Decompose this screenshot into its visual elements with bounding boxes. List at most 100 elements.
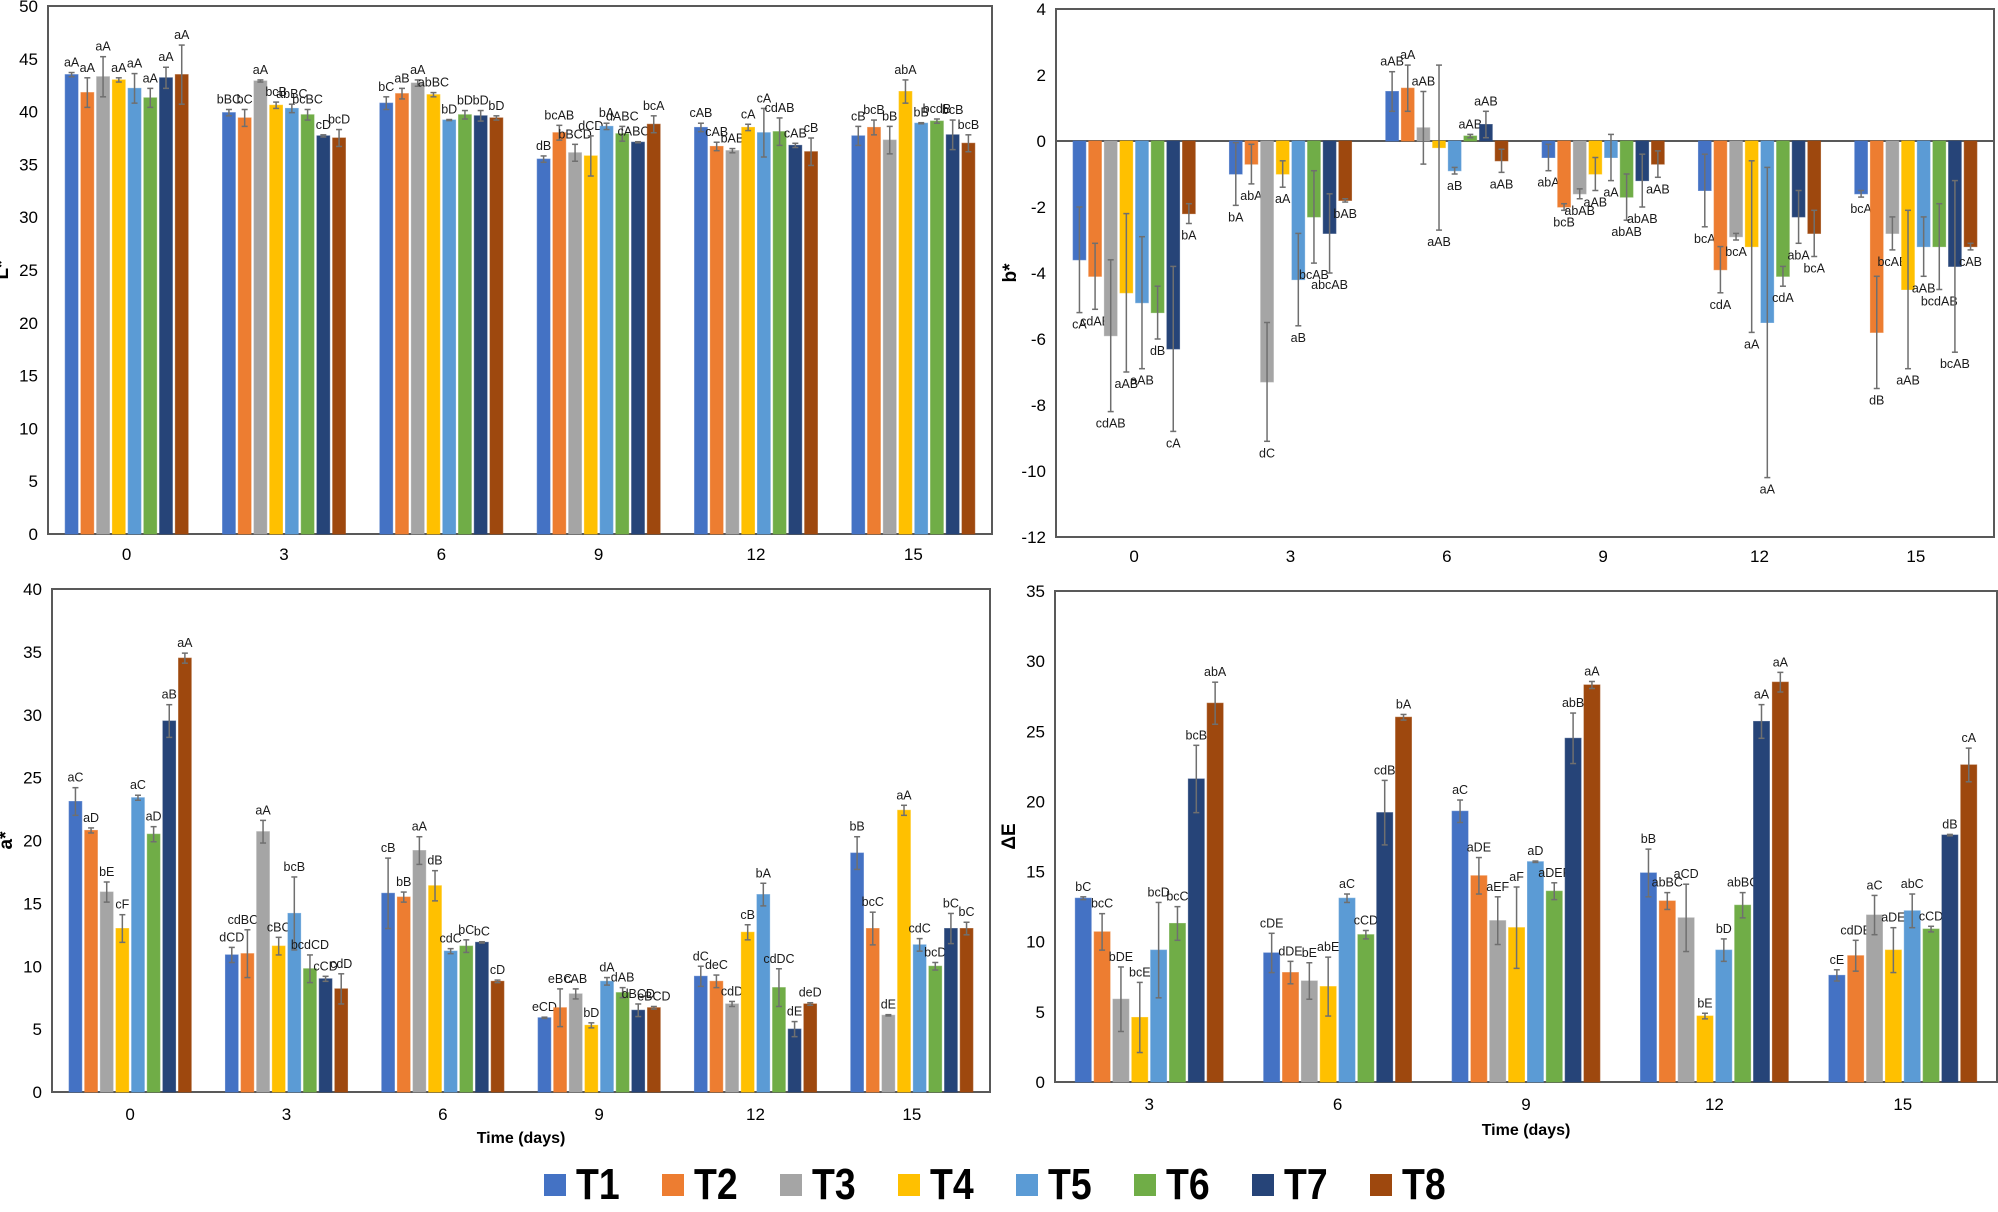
bar (115, 928, 130, 1093)
bar (1206, 702, 1224, 1083)
y-tick-label: 30 (23, 706, 42, 725)
bar (803, 1003, 818, 1093)
significance-label: aA (1400, 48, 1416, 62)
y-tick-label: 35 (19, 155, 38, 174)
significance-label: cAB (564, 972, 587, 986)
significance-label: abcAB (1311, 278, 1348, 292)
significance-label: aA (253, 63, 269, 77)
bar (897, 809, 911, 1093)
significance-label: deD (799, 986, 822, 1000)
significance-label: aA (1584, 664, 1600, 678)
legend-item-t8: T8 (1370, 1160, 1454, 1210)
y-tick-label: 35 (23, 643, 42, 662)
y-tick-label: 4 (1037, 0, 1046, 19)
bar (178, 657, 192, 1093)
significance-label: bcC (1091, 897, 1113, 911)
bar (693, 975, 708, 1093)
bar (80, 92, 95, 535)
significance-label: cdB (1374, 763, 1396, 777)
significance-label: bcAB (1940, 357, 1970, 371)
significance-label: aAB (1130, 374, 1154, 388)
legend-label: T7 (1284, 1160, 1328, 1209)
chart-a-star-svg: 0 5 10 15 20 25 30 35 40 a* 0 3 6 9 12 15 aC dCD cB eCD dC bB… (0, 580, 991, 1147)
bar (318, 978, 333, 1093)
y-tick-label: 15 (19, 367, 38, 386)
bar (867, 126, 881, 535)
significance-label: bcB (942, 103, 964, 117)
y-tick-label: 15 (23, 894, 42, 913)
legend-label: T5 (1048, 1160, 1092, 1209)
significance-label: cA (1166, 436, 1181, 450)
significance-label: bC (474, 925, 490, 939)
y-tick-label: 2 (1037, 66, 1046, 85)
series-t1: bC cDE aC bB cE (1074, 783, 1846, 1083)
bar (709, 145, 724, 535)
x-tick-label: 3 (282, 1105, 291, 1124)
significance-label: cdAB (1080, 314, 1110, 328)
bar (1545, 890, 1563, 1083)
significance-label: bcB (958, 118, 980, 132)
significance-label: aDE (1467, 841, 1491, 855)
legend-item-t1: T1 (544, 1160, 628, 1210)
significance-label: dB (536, 139, 551, 153)
significance-label: bC (378, 80, 394, 94)
x-tick-label: 12 (747, 545, 766, 564)
bar (143, 97, 158, 535)
significance-label: cB (740, 908, 755, 922)
significance-label: cDE (1260, 916, 1284, 930)
bar (1572, 140, 1587, 195)
significance-label: bcA (1725, 245, 1747, 259)
bar (303, 968, 317, 1093)
series-t6: bcC cCD aDEF abBC cCD (1166, 866, 1943, 1083)
bar (788, 144, 803, 535)
x-tick-label: 3 (1286, 547, 1295, 566)
significance-label: cBC (267, 920, 291, 934)
bar (1960, 764, 1978, 1083)
significance-label: bBCD (558, 127, 591, 141)
legend-label: T8 (1402, 1160, 1446, 1209)
significance-label: aA (1744, 337, 1760, 351)
bar (599, 125, 614, 535)
significance-label: bD (488, 99, 504, 113)
significance-label: aA (255, 803, 271, 817)
significance-label: aAB (1584, 196, 1608, 210)
significance-label: dABC (606, 109, 639, 123)
bar (1564, 737, 1582, 1083)
bar (379, 102, 394, 535)
bar (1715, 949, 1733, 1083)
significance-label: aAB (1380, 55, 1404, 69)
bar (1451, 810, 1469, 1083)
significance-label: dDE (1278, 944, 1302, 958)
significance-label: aD (83, 811, 99, 825)
significance-label: bA (1396, 697, 1412, 711)
bar (1338, 897, 1356, 1083)
bar (1854, 140, 1868, 195)
x-tick-label: 9 (594, 545, 603, 564)
significance-label: cB (804, 121, 819, 135)
x-tick-label: 6 (1442, 547, 1451, 566)
x-tick-label: 6 (438, 1105, 447, 1124)
bar (961, 142, 976, 535)
legend-item-t5: T5 (1016, 1160, 1100, 1210)
bar (332, 137, 346, 535)
y-tick-label: 10 (19, 419, 38, 438)
significance-label: aCD (1674, 867, 1699, 881)
significance-label: bcAB (1299, 268, 1329, 282)
bar (1903, 910, 1921, 1083)
bar (443, 950, 458, 1093)
chart-delta-e: 0 5 10 15 20 25 30 35 ΔE 3 6 9 12 15 bC cDE aC bB cE bcC dDE… (999, 580, 1998, 1160)
x-tick-label: 9 (1521, 1095, 1530, 1114)
bar (1734, 904, 1752, 1083)
bar (459, 945, 474, 1093)
bar (1338, 140, 1353, 201)
significance-label: bBC (217, 92, 241, 106)
bar (631, 1009, 646, 1093)
significance-label: dAB (611, 971, 635, 985)
significance-label: aF (1509, 870, 1524, 884)
significance-label: bcdB (923, 102, 952, 116)
plot-area-frame (51, 588, 991, 1093)
significance-label: cF (115, 898, 129, 912)
chart-a-star: 0 5 10 15 20 25 30 35 40 a* 0 3 6 9 12 15 aC dCD cB eCD dC bB… (0, 580, 1000, 1160)
significance-label: cCD (313, 959, 337, 973)
